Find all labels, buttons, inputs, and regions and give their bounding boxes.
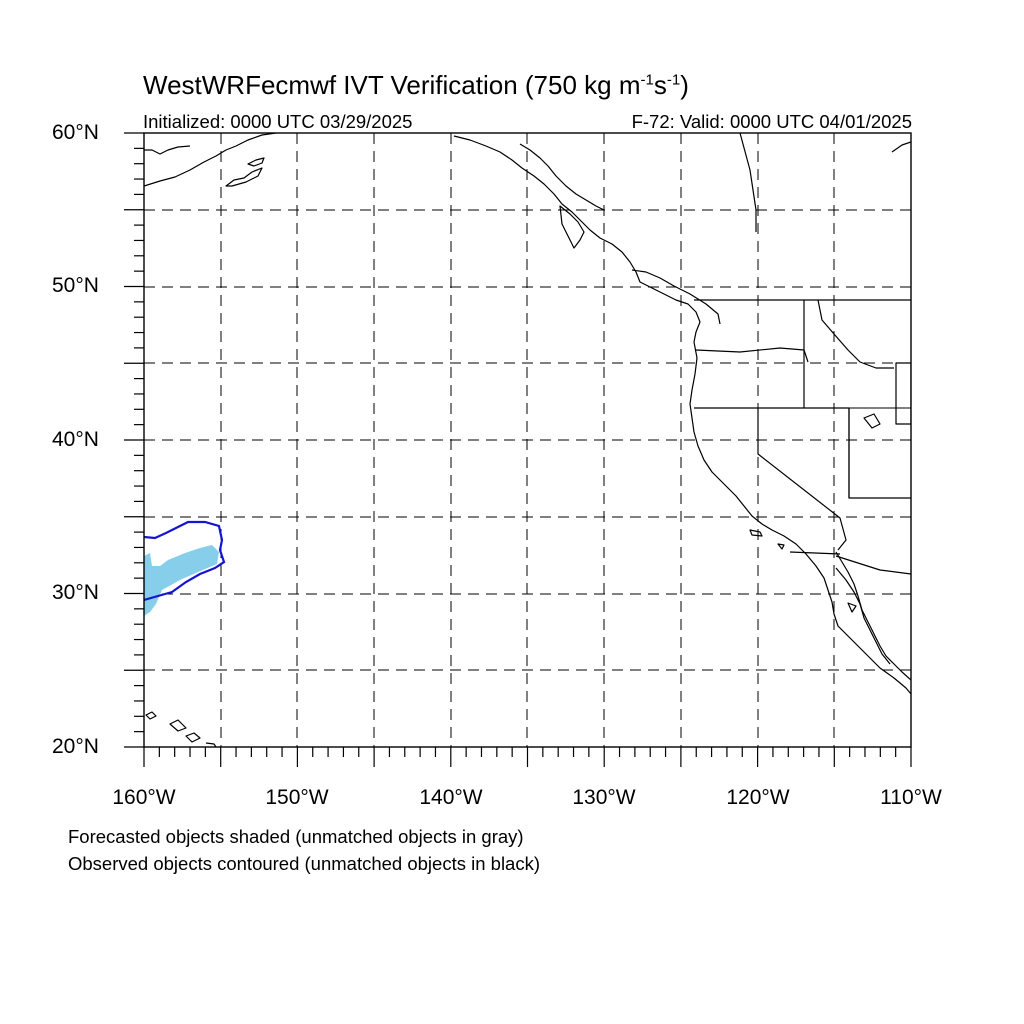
lat-label-40n: 40°N: [52, 428, 99, 451]
footnote-observed: Observed objects contoured (unmatched ob…: [68, 853, 541, 874]
grid-lines: [144, 133, 911, 747]
coastlines: [144, 133, 911, 747]
initialized-time: Initialized: 0000 UTC 03/29/2025: [143, 111, 413, 132]
lat-label-30n: 30°N: [52, 581, 99, 604]
valid-time: F-72: Valid: 0000 UTC 04/01/2025: [631, 111, 912, 132]
forecast-ivt-object: [144, 545, 219, 616]
observed-ivt-object: [144, 520, 226, 602]
lon-label-110w: 110°W: [880, 786, 942, 809]
lat-label-50n: 50°N: [52, 274, 99, 297]
footnote-forecast: Forecasted objects shaded (unmatched obj…: [68, 826, 524, 847]
lat-label-20n: 20°N: [52, 735, 99, 758]
lon-label-150w: 150°W: [265, 786, 329, 809]
lon-label-140w: 140°W: [419, 786, 483, 809]
lon-label-160w: 160°W: [112, 786, 176, 809]
lon-label-130w: 130°W: [572, 786, 636, 809]
lon-label-120w: 120°W: [726, 786, 790, 809]
axis-ticks: [124, 132, 912, 767]
plot-title: WestWRFecmwf IVT Verification (750 kg m-…: [143, 70, 689, 100]
lat-label-60n: 60°N: [52, 121, 99, 144]
